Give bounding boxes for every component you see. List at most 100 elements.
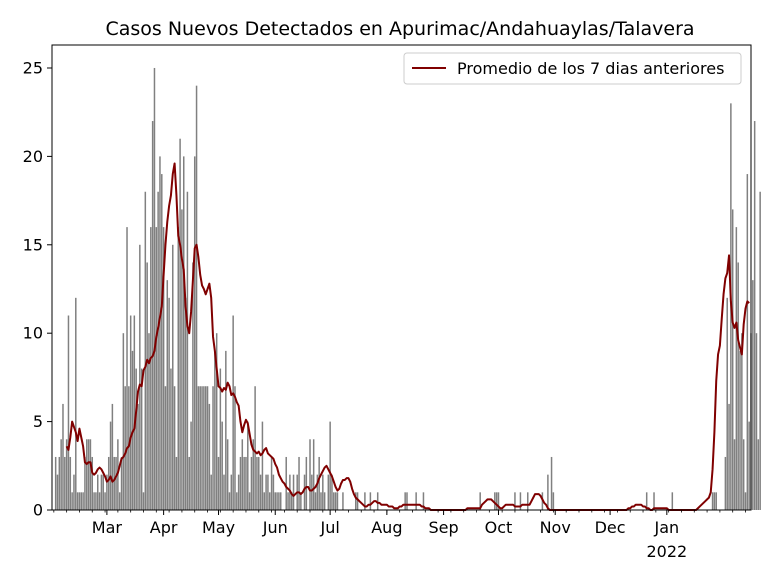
bar — [252, 439, 255, 510]
bar — [95, 492, 97, 510]
bar — [715, 492, 717, 510]
bar — [320, 492, 322, 510]
bar — [212, 386, 214, 510]
x-axis: Mar Apr May Jun Jul Aug Sep Oct Nov Dec Jan 2022 — [53, 510, 746, 561]
x-tick-label: Sep — [429, 518, 459, 537]
bar — [312, 439, 315, 510]
bar — [157, 191, 159, 510]
bar — [270, 456, 273, 510]
bar — [122, 333, 125, 510]
bar — [728, 403, 730, 510]
bar — [645, 492, 648, 510]
x-year-label: 2022 — [646, 542, 687, 561]
bar — [107, 456, 110, 510]
bar — [323, 492, 326, 510]
bar — [113, 456, 115, 510]
bar — [355, 492, 357, 510]
bar — [80, 492, 83, 510]
bar — [314, 492, 317, 510]
bar — [276, 492, 278, 510]
bar — [186, 191, 189, 510]
bar — [327, 474, 330, 510]
bar — [356, 492, 359, 510]
bar — [219, 368, 222, 510]
bar — [181, 209, 183, 510]
bar — [210, 474, 212, 510]
bar — [243, 456, 245, 510]
y-tick-label: 5 — [33, 412, 43, 431]
bar — [272, 474, 275, 510]
bar — [197, 386, 200, 510]
bar — [100, 474, 103, 510]
bar — [188, 456, 190, 510]
bar — [376, 492, 379, 510]
bar — [256, 456, 258, 510]
bar — [118, 492, 121, 510]
bar — [89, 439, 92, 510]
x-tick-label: Nov — [540, 518, 571, 537]
bar — [726, 297, 728, 510]
bar — [753, 121, 756, 510]
bar — [203, 386, 205, 510]
legend-frame — [403, 52, 742, 85]
bar — [415, 492, 417, 510]
x-tick-label: Aug — [371, 518, 402, 537]
bar — [135, 368, 137, 510]
bar — [215, 333, 218, 510]
bar — [184, 297, 187, 510]
bar — [287, 492, 289, 510]
bar — [126, 227, 128, 511]
bar — [711, 492, 714, 510]
bar — [56, 474, 59, 510]
bar — [300, 492, 302, 510]
bar — [208, 403, 211, 510]
bar — [151, 121, 154, 510]
bar — [550, 456, 553, 510]
bar — [115, 456, 117, 510]
bar — [225, 350, 227, 510]
bar — [144, 191, 147, 510]
bar — [161, 174, 163, 510]
x-tick-label: Mar — [92, 518, 123, 537]
bar — [159, 156, 161, 510]
bar — [206, 386, 209, 510]
bar — [334, 492, 337, 510]
bar — [292, 474, 295, 510]
bar — [62, 403, 64, 510]
bar — [514, 492, 516, 510]
bar — [168, 297, 170, 510]
y-tick-label: 15 — [23, 235, 43, 254]
bar — [170, 368, 172, 510]
bar — [263, 492, 266, 510]
bar — [552, 492, 555, 510]
bar — [166, 280, 169, 510]
bar — [133, 315, 136, 510]
bar — [331, 474, 333, 510]
bar — [67, 315, 70, 510]
bar — [752, 280, 754, 510]
bar — [91, 456, 94, 510]
y-tick-label: 10 — [23, 324, 43, 343]
bar — [128, 386, 130, 510]
y-axis: 0 5 10 15 20 25 — [23, 58, 52, 520]
bar — [247, 421, 249, 510]
bar — [311, 474, 313, 510]
y-tick-label: 25 — [23, 58, 43, 77]
bar — [250, 456, 253, 510]
bar — [261, 421, 264, 510]
bar — [106, 474, 108, 510]
bar — [190, 421, 192, 510]
bar — [193, 156, 196, 510]
bar — [741, 333, 743, 510]
bar — [479, 492, 481, 510]
bar — [671, 492, 674, 510]
bar — [269, 492, 271, 510]
x-tick-label: Jun — [262, 518, 288, 537]
bar — [404, 492, 406, 510]
bar — [164, 386, 167, 510]
bar — [333, 492, 335, 510]
bar — [497, 492, 500, 510]
bar — [65, 439, 68, 510]
bar — [177, 227, 180, 511]
